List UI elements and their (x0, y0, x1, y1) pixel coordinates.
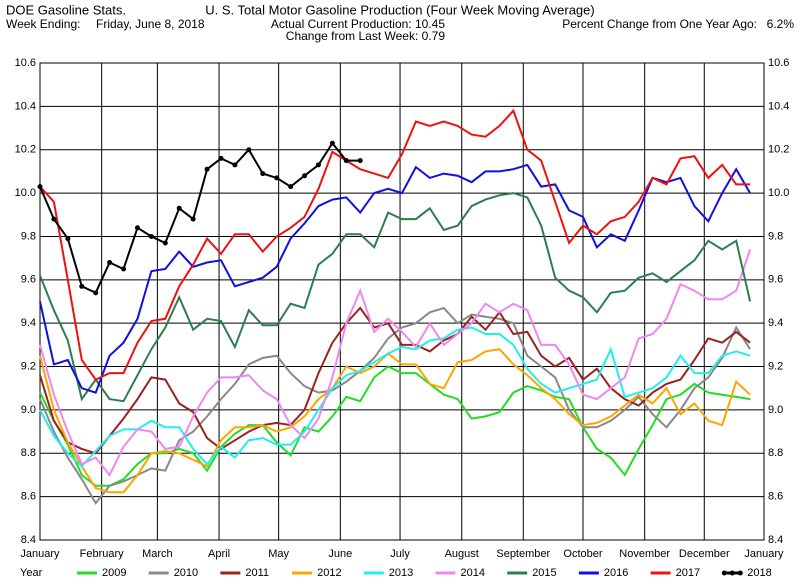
legend-label: 2016 (604, 567, 628, 579)
y-tick-label: 8.6 (21, 491, 36, 503)
legend-marker (729, 570, 735, 576)
legend-label: 2015 (532, 567, 556, 579)
point (107, 259, 113, 265)
point (204, 166, 210, 172)
pct-label: Percent Change from One Year Ago: (562, 17, 757, 31)
y2-tick-label: 10.2 (768, 144, 789, 156)
legend-marker (737, 570, 743, 576)
y2-tick-label: 10.4 (768, 100, 789, 112)
point (232, 162, 238, 168)
pct-value: 6.2% (767, 17, 795, 31)
y2-tick-label: 8.4 (768, 534, 783, 546)
x-tick-label: May (268, 548, 289, 560)
y-tick-label: 9.2 (21, 360, 36, 372)
legend-label: 2009 (102, 567, 126, 579)
y-tick-label: 8.4 (21, 534, 36, 546)
x-tick-label: July (390, 548, 410, 560)
x-tick-label: April (208, 548, 230, 560)
y2-tick-label: 9.8 (768, 230, 783, 242)
point (51, 216, 57, 222)
point (329, 140, 335, 146)
chart-title: U. S. Total Motor Gasoline Production (F… (205, 2, 594, 17)
y-tick-label: 10.6 (15, 57, 36, 69)
x-tick-label: February (80, 548, 125, 560)
y-tick-label: 9.0 (21, 404, 36, 416)
y-tick-label: 9.4 (21, 317, 36, 329)
series-line (39, 108, 751, 381)
point (343, 158, 349, 164)
point (162, 240, 168, 246)
left-title: DOE Gasoline Stats. (6, 2, 126, 17)
series-line (39, 306, 751, 455)
point (288, 184, 294, 190)
legend-label: 2011 (245, 567, 269, 579)
y2-tick-label: 8.8 (768, 447, 783, 459)
y-tick-label: 10.2 (15, 144, 36, 156)
series-line (39, 326, 751, 468)
point (93, 290, 99, 296)
point (315, 162, 321, 168)
series-line (39, 249, 752, 477)
y-tick-label: 8.8 (21, 447, 36, 459)
y2-tick-label: 8.6 (768, 491, 783, 503)
x-tick-label: March (142, 548, 173, 560)
y-tick-label: 10.4 (15, 100, 36, 112)
legend-label: 2012 (317, 567, 341, 579)
series-line (39, 192, 752, 403)
week-label: Week Ending: (6, 17, 81, 31)
x-tick-label: August (445, 548, 479, 560)
point (274, 175, 280, 181)
change: Change from Last Week: 0.79 (286, 29, 446, 43)
point (37, 184, 43, 190)
y2-tick-label: 9.2 (768, 360, 783, 372)
x-tick-label: December (679, 548, 730, 560)
plot-area (39, 62, 765, 541)
y-tick-label: 10.0 (15, 187, 36, 199)
x-tick-label: November (619, 548, 670, 560)
legend-label: 2018 (747, 567, 771, 579)
legend-label: 2017 (676, 567, 700, 579)
point (218, 155, 224, 161)
y2-tick-label: 9.6 (768, 274, 783, 286)
point (176, 205, 182, 211)
x-tick-label: January (744, 548, 784, 560)
x-tick-label: January (20, 548, 60, 560)
y2-tick-label: 9.0 (768, 404, 783, 416)
point (260, 171, 266, 177)
series-line (39, 141, 361, 295)
y-tick-label: 9.6 (21, 274, 36, 286)
x-tick-label: October (563, 548, 602, 560)
legend-label: 2014 (461, 567, 485, 579)
legend-marker (721, 570, 727, 576)
series-line (39, 348, 751, 494)
point (302, 173, 308, 179)
series-line (39, 365, 751, 487)
point (121, 266, 127, 272)
legend-label: 2013 (389, 567, 413, 579)
legend-label: 2010 (174, 567, 198, 579)
point (246, 147, 252, 153)
production: Actual Current Production: 10.45 (271, 17, 445, 31)
point (79, 283, 85, 289)
x-tick-label: June (328, 548, 352, 560)
point (357, 158, 363, 164)
x-tick-label: September (496, 548, 550, 560)
y-tick-label: 9.8 (21, 230, 36, 242)
y2-tick-label: 10.0 (768, 187, 789, 199)
point (65, 236, 71, 242)
y2-tick-label: 10.6 (768, 57, 789, 69)
point (190, 216, 196, 222)
series-line (39, 163, 751, 394)
point (148, 233, 154, 239)
week-value: Friday, June 8, 2018 (96, 17, 205, 31)
point (134, 225, 140, 231)
y2-tick-label: 9.4 (768, 317, 783, 329)
legend-title: Year (20, 567, 43, 579)
